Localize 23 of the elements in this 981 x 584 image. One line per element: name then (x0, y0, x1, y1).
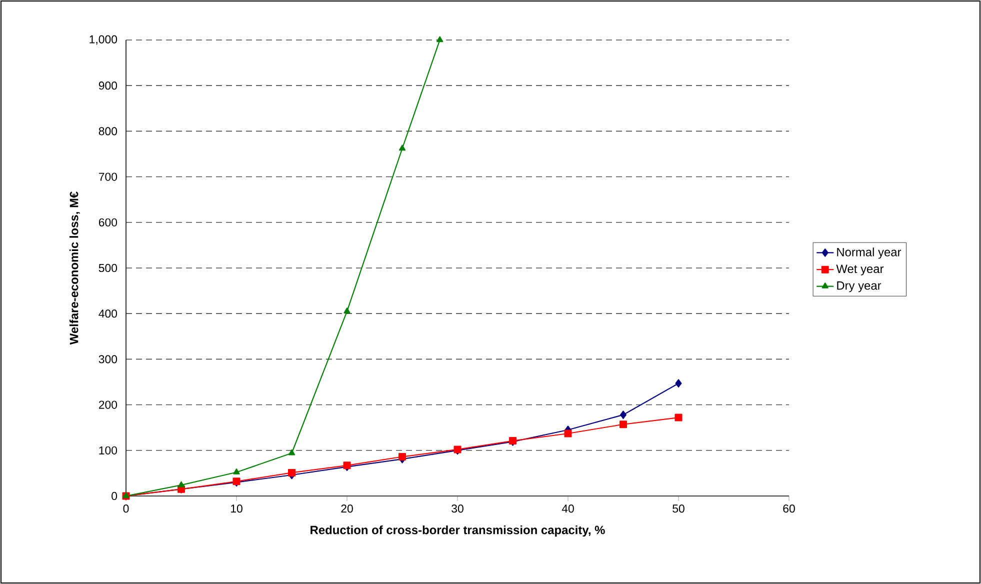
y-tick-label: 300 (98, 355, 118, 364)
y-axis-title: Welfare-economic loss, M€ (69, 192, 80, 345)
x-axis-title: Reduction of cross-border transmission capacity, % (310, 525, 605, 537)
legend-label: Dry year (837, 281, 882, 292)
y-tick-label: 100 (99, 446, 118, 454)
y-tick-label: 900 (98, 82, 118, 90)
y-tick-label: 1,000 (90, 35, 118, 45)
y-tick-label: 700 (98, 172, 118, 181)
y-tick-label: 600 (98, 218, 118, 226)
x-tick-label: 30 (452, 504, 464, 513)
x-tick-label: 50 (672, 504, 684, 513)
y-tick-label: 400 (98, 310, 118, 318)
x-tick-label: 60 (783, 504, 795, 513)
legend-label: Wet year (836, 264, 884, 276)
x-tick-label: 0 (123, 504, 129, 513)
y-tick-label: 200 (98, 400, 118, 409)
y-tick-label: 800 (98, 127, 118, 136)
x-tick-label: 20 (341, 504, 353, 513)
x-tick-label: 40 (562, 504, 574, 513)
y-tick-label: 0 (112, 492, 118, 500)
legend-label: Normal year (837, 248, 902, 259)
x-tick-label: 10 (231, 504, 242, 513)
y-tick-label: 500 (98, 264, 118, 272)
